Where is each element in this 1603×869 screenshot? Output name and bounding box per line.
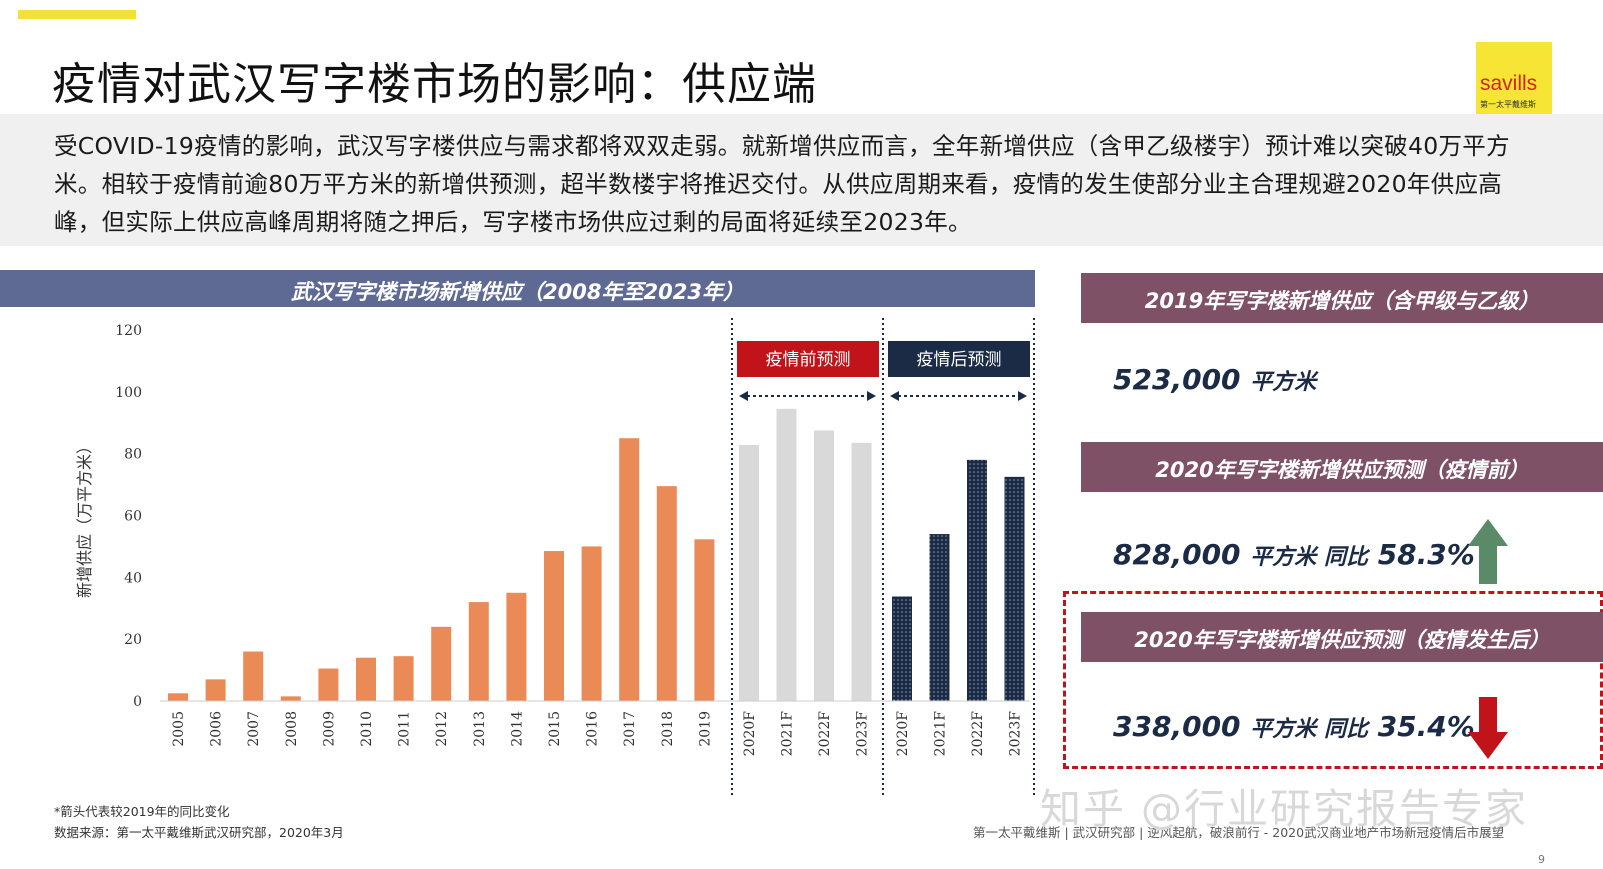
history-bar	[619, 438, 640, 701]
history-bar	[468, 602, 489, 701]
x-tick-label: 2021F	[933, 711, 949, 757]
y-tick-label: 80	[124, 447, 142, 463]
pre-forecast-bar	[814, 430, 834, 701]
card-pre-unit: 平方米 同比	[1250, 545, 1368, 570]
card-pre-yoy: 58.3%	[1377, 538, 1475, 571]
history-bar	[318, 668, 339, 701]
post-forecast-range-arrow-head-right	[1018, 391, 1027, 401]
pre-forecast-bar	[739, 445, 759, 701]
post-forecast-label: 疫情后预测	[917, 350, 1002, 370]
x-tick-label: 2023F	[1008, 711, 1024, 757]
x-tick-label: 2022F	[970, 711, 986, 757]
x-tick-label: 2020F	[895, 711, 911, 757]
logo-subtitle: 第一太平戴维斯	[1480, 100, 1536, 109]
card-post-header: 2020年写字楼新增供应预测（疫情发生后）	[1081, 612, 1603, 662]
x-tick-label: 2020F	[742, 711, 758, 757]
post-forecast-bar	[929, 534, 950, 701]
post-forecast-label-box	[888, 341, 1030, 377]
card-post-unit: 平方米 同比	[1250, 717, 1368, 742]
card-pre-value: 828,000 平方米 同比 58.3%	[1113, 538, 1475, 571]
x-tick-label: 2009	[321, 711, 337, 747]
x-tick-label: 2015	[547, 711, 563, 747]
card-2019-header: 2019年写字楼新增供应（含甲级与乙级）	[1081, 273, 1603, 323]
page-title: 疫情对武汉写字楼市场的影响：供应端	[52, 59, 817, 110]
pre-forecast-bar	[776, 408, 797, 701]
intro-text: 受COVID-19疫情的影响，武汉写字楼供应与需求都将双双走弱。就新增供应而言，…	[54, 132, 1510, 236]
x-tick-label: 2013	[472, 711, 488, 747]
card-post-yoy: 35.4%	[1377, 710, 1475, 743]
x-tick-label: 2006	[209, 711, 225, 747]
x-tick-label: 2005	[171, 711, 187, 747]
history-bar	[656, 486, 677, 701]
history-bar	[280, 696, 301, 701]
x-tick-label: 2008	[284, 711, 300, 747]
y-tick-label: 40	[124, 570, 142, 586]
x-tick-label: 2014	[509, 711, 525, 747]
post-forecast-highlight-box	[1063, 591, 1603, 769]
chart-title-bar: 武汉写字楼市场新增供应（2008年至2023年）	[0, 270, 1035, 307]
x-tick-label: 2019	[697, 711, 713, 747]
y-tick-label: 60	[124, 509, 142, 525]
history-bar	[393, 656, 414, 701]
y-axis-label: 新增供应（万平方米）	[75, 438, 94, 598]
card-pre-title: 2020年写字楼新增供应预测（疫情前）	[1155, 458, 1529, 482]
post-forecast-range-arrow-head-left	[890, 391, 899, 401]
card-2019-number: 523,000	[1113, 363, 1241, 396]
x-tick-label: 2018	[660, 711, 676, 747]
history-bar	[205, 679, 226, 701]
history-bar	[431, 626, 452, 701]
x-tick-label: 2007	[246, 711, 262, 747]
history-bar	[168, 693, 188, 701]
history-bar	[243, 651, 264, 701]
pre-forecast-label-box	[737, 341, 879, 377]
pre-forecast-range-arrow-head-left	[739, 391, 748, 401]
card-pre-header: 2020年写字楼新增供应预测（疫情前）	[1081, 442, 1603, 492]
supply-bar-chart: 0 20 40 60 80 100 120 新增供应（万平方米） 2005 2006 2007 200…	[75, 318, 1035, 796]
post-forecast-bar	[892, 596, 912, 701]
intro-panel: 受COVID-19疫情的影响，武汉写字楼供应与需求都将双双走弱。就新增供应而言，…	[0, 114, 1603, 246]
x-tick-label: 2012	[434, 711, 450, 747]
x-tick-label: 2021F	[780, 711, 796, 757]
history-bar	[544, 551, 564, 701]
card-2019-value: 523,000 平方米	[1113, 363, 1316, 396]
savills-logo: savills 第一太平戴维斯	[1476, 42, 1552, 114]
arrow-down-icon	[1468, 697, 1508, 759]
footer-caption: 第一太平戴维斯 | 武汉研究部 | 逆风起航，破浪前行 - 2020武汉商业地产…	[973, 825, 1505, 840]
y-tick-label: 120	[115, 323, 142, 339]
card-post-number: 338,000	[1113, 710, 1241, 743]
card-2019-unit: 平方米	[1250, 370, 1317, 395]
x-tick-label: 2023F	[855, 711, 871, 757]
x-tick-label: 2011	[397, 711, 413, 747]
post-forecast-bar	[1004, 476, 1025, 701]
data-source: 数据来源：第一太平戴维斯武汉研究部，2020年3月	[54, 825, 344, 840]
chart-title: 武汉写字楼市场新增供应（2008年至2023年）	[291, 280, 744, 304]
logo-brand: savills	[1480, 72, 1538, 95]
x-tick-label: 2022F	[817, 711, 833, 757]
pre-forecast-range-arrow-head-right	[867, 391, 876, 401]
accent-bar	[18, 10, 136, 19]
x-tick-label: 2016	[585, 711, 601, 747]
page-number: 9	[1538, 853, 1545, 866]
card-post-title: 2020年写字楼新增供应预测（疫情发生后）	[1134, 628, 1550, 652]
y-tick-label: 0	[133, 694, 142, 710]
card-post-value: 338,000 平方米 同比 35.4%	[1113, 710, 1475, 743]
pre-forecast-bar	[851, 442, 872, 701]
post-forecast-bar	[967, 459, 987, 701]
pre-forecast-label: 疫情前预测	[766, 350, 851, 370]
history-bar	[506, 592, 527, 701]
card-pre-number: 828,000	[1113, 538, 1241, 571]
y-tick-label: 100	[115, 385, 142, 401]
history-bar	[581, 546, 602, 701]
y-tick-label: 20	[124, 632, 142, 648]
watermark: 知乎 @行业研究报告专家	[1040, 785, 1529, 833]
arrow-up-icon	[1468, 519, 1508, 584]
history-bar	[694, 539, 715, 701]
card-2019-title: 2019年写字楼新增供应（含甲级与乙级）	[1144, 289, 1540, 313]
footnote: *箭头代表较2019年的同比变化	[54, 804, 230, 819]
history-bar	[356, 657, 376, 701]
x-tick-label: 2017	[622, 711, 638, 747]
x-tick-label: 2010	[359, 711, 375, 747]
